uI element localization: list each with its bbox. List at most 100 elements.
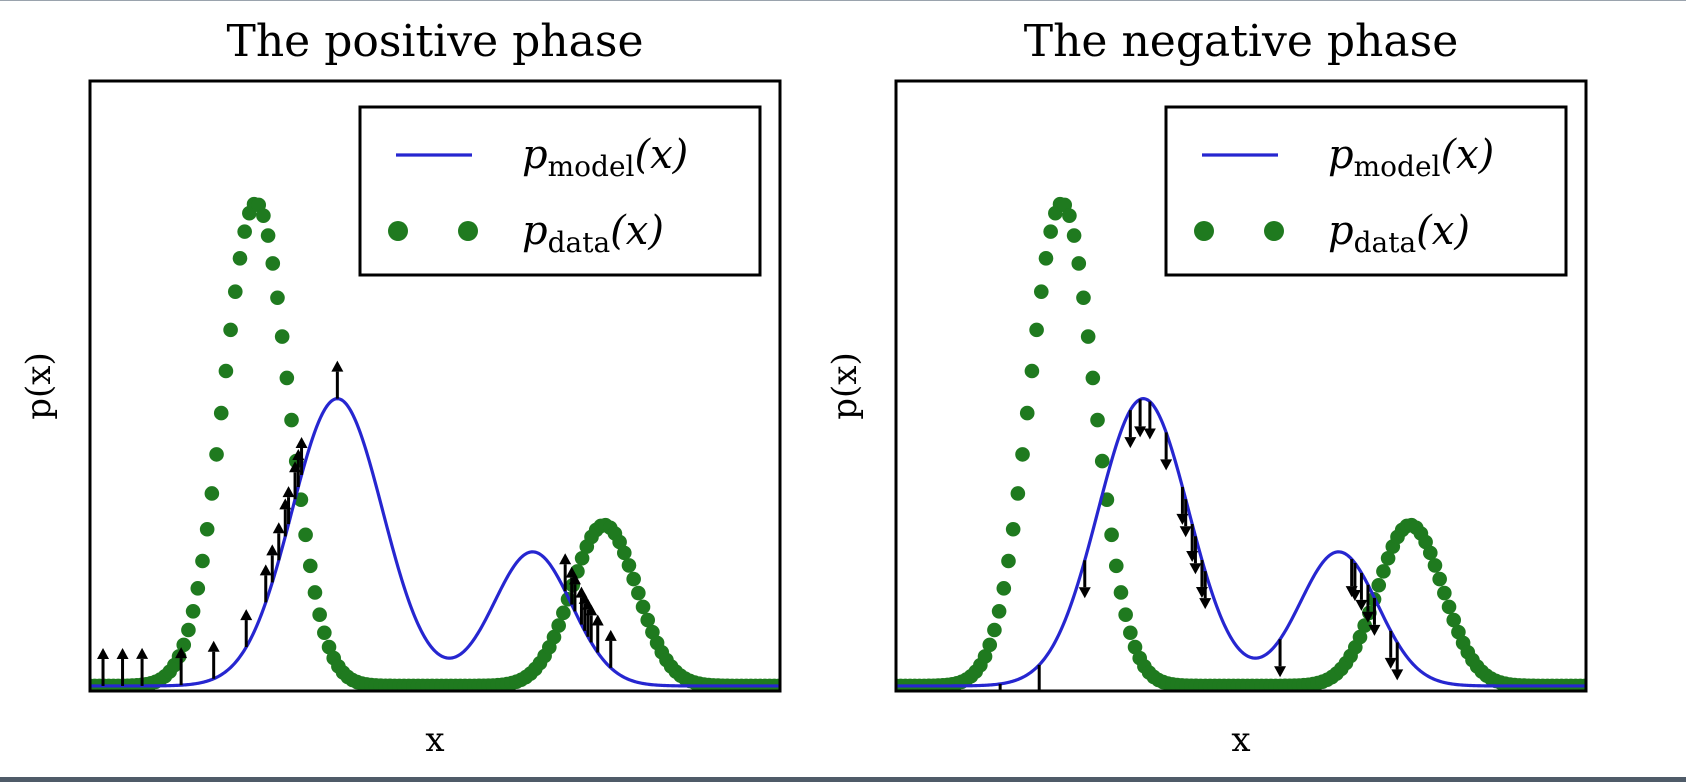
data-point-27 xyxy=(209,447,224,462)
legend-label-arg: (x) xyxy=(1416,208,1470,254)
arrow-head xyxy=(1189,563,1202,575)
data-point-99 xyxy=(546,629,562,645)
data-point-119 xyxy=(640,612,656,628)
plot-frame xyxy=(88,79,782,693)
legend-dot-swatch xyxy=(1264,221,1284,241)
data-point-105 xyxy=(1380,550,1396,566)
arrow-head xyxy=(116,647,129,659)
data-point-25 xyxy=(199,521,215,537)
data-point-117 xyxy=(631,585,646,601)
arrow-head xyxy=(259,564,272,576)
legend-item-model: pmodel(x) xyxy=(1202,132,1494,183)
data-point-48 xyxy=(1113,585,1129,600)
arrow-18 xyxy=(1368,597,1381,636)
legend-label: pmodel(x) xyxy=(522,132,688,183)
data-point-31 xyxy=(1033,284,1049,299)
x-axis-label: x xyxy=(1231,720,1250,760)
legend-item-model: pmodel(x) xyxy=(396,132,688,183)
arrow-6 xyxy=(1160,432,1173,471)
arrow-annotations xyxy=(998,399,1404,691)
data-point-24 xyxy=(1001,553,1016,569)
arrow-3 xyxy=(175,647,188,686)
arrow-head xyxy=(207,640,220,652)
arrow-13 xyxy=(1274,639,1287,678)
data-point-47 xyxy=(302,558,318,574)
data-point-22 xyxy=(185,603,201,619)
arrow-head xyxy=(585,604,598,616)
data-point-27 xyxy=(1015,447,1030,462)
arrow-0 xyxy=(97,647,110,686)
arrow-22 xyxy=(604,629,617,668)
data-point-40 xyxy=(1076,290,1091,306)
arrow-21 xyxy=(591,614,604,653)
legend-item-data: pdata(x) xyxy=(1194,208,1470,259)
arrow-head xyxy=(136,647,149,659)
data-point-29 xyxy=(218,363,234,379)
data-point-28 xyxy=(213,405,229,421)
arrow-2 xyxy=(136,647,149,686)
arrow-head xyxy=(282,486,295,498)
arrow-head xyxy=(1361,611,1374,623)
data-point-47 xyxy=(1108,558,1124,574)
arrow-head xyxy=(1143,428,1156,440)
data-point-23 xyxy=(996,581,1012,596)
arrow-23 xyxy=(331,360,344,399)
data-point-32 xyxy=(1038,250,1054,266)
data-point-38 xyxy=(260,228,276,243)
data-point-32 xyxy=(232,250,248,266)
arrow-head xyxy=(1391,669,1404,681)
plot-area xyxy=(896,196,1586,691)
arrow-annotations xyxy=(97,360,617,686)
arrow-head xyxy=(331,360,344,372)
plot-frame xyxy=(894,79,1588,693)
data-point-38 xyxy=(1066,228,1082,243)
data-point-118 xyxy=(1441,599,1457,615)
arrow-head xyxy=(1179,526,1192,538)
data-point-118 xyxy=(635,599,651,615)
arrow-19 xyxy=(1384,630,1397,669)
data-point-115 xyxy=(621,558,637,573)
data-point-51 xyxy=(321,639,337,655)
model-series-line xyxy=(90,397,780,688)
plot-area xyxy=(90,196,780,691)
data-point-37 xyxy=(256,208,271,223)
data-point-20 xyxy=(982,637,998,653)
legend-label-base: p xyxy=(522,208,548,254)
arrow-head xyxy=(240,609,253,621)
data-point-99 xyxy=(1352,629,1368,645)
data-point-25 xyxy=(1005,521,1021,537)
legend-box xyxy=(358,105,762,277)
data-point-43 xyxy=(284,412,299,428)
legend: pmodel(x) pdata(x) xyxy=(1164,105,1568,277)
legend-label-base: p xyxy=(1328,208,1354,254)
data-point-42 xyxy=(1085,370,1101,386)
legend-label-sub: model xyxy=(548,150,635,183)
data-point-101 xyxy=(556,605,571,621)
chart-title: The negative phase xyxy=(1024,16,1458,67)
arrow-head xyxy=(1368,624,1381,636)
data-point-29 xyxy=(1024,363,1040,379)
legend-label: pmodel(x) xyxy=(1328,132,1494,183)
arrow-head xyxy=(568,573,581,585)
arrow-20 xyxy=(1391,642,1404,681)
legend-label-arg: (x) xyxy=(1440,132,1494,178)
arrow-head xyxy=(1160,459,1173,471)
arrow-0 xyxy=(998,683,1002,691)
data-point-44 xyxy=(1094,453,1110,469)
data-point-37 xyxy=(1062,208,1077,223)
data-point-41 xyxy=(274,329,290,344)
data-point-21 xyxy=(987,622,1002,638)
arrow-head xyxy=(295,436,308,448)
data-point-33 xyxy=(1043,224,1058,239)
legend-box xyxy=(1164,105,1568,277)
data-series-dots xyxy=(896,196,1586,691)
arrow-head xyxy=(175,647,188,659)
arrow-head xyxy=(591,614,604,626)
data-point-116 xyxy=(626,571,641,587)
data-point-43 xyxy=(1090,412,1105,428)
data-point-48 xyxy=(307,585,323,600)
arrow-head xyxy=(1355,599,1368,611)
data-point-46 xyxy=(298,527,313,543)
arrow-13 xyxy=(295,436,308,475)
